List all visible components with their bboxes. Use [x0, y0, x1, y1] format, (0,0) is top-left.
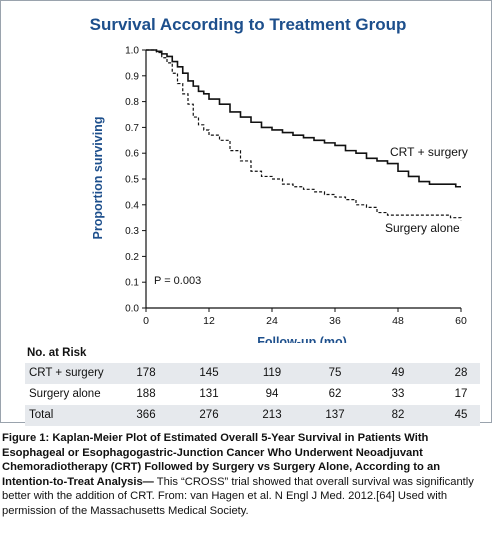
risk-table: No. at Risk CRT + surgery 178 145 119 75 49 28…: [25, 343, 480, 426]
x-tick-label: 0: [143, 315, 149, 327]
x-tick-label: 48: [392, 315, 404, 327]
series-line-crt-surgery: [146, 49, 461, 188]
risk-cell: 62: [328, 388, 342, 400]
figure-frame: Survival According to Treatment Group 0.…: [0, 0, 492, 426]
risk-cell: 28: [454, 367, 468, 379]
risk-cell: 276: [199, 409, 219, 421]
risk-row-label: Surgery alone: [29, 388, 101, 400]
caption-text: This “CROSS” trial showed that overall s…: [2, 475, 474, 517]
y-tick-label: 0.5: [125, 175, 139, 186]
x-tick-label: 36: [329, 315, 341, 327]
risk-cell: 131: [199, 388, 219, 400]
y-tick-label: 0.4: [125, 200, 139, 211]
series-label-crt-surgery: CRT + surgery: [390, 145, 468, 159]
y-tick-label: 0.6: [125, 149, 139, 160]
risk-cell: 33: [391, 388, 405, 400]
series-line-surgery-alone: [146, 49, 462, 221]
y-tick-label: 0.9: [125, 71, 139, 82]
y-tick-label: 0.0: [125, 304, 139, 315]
y-tick-label: 0.1: [125, 278, 139, 289]
y-tick-label: 1.0: [125, 46, 139, 57]
km-plot: 0.0 0.1 0.2 0.3 0.4 0.5 0.6 0.7 0.8 0.9 1.0 0 12 24 36…: [91, 46, 468, 344]
caption-bold: Figure 1: Kaplan-Meier Plot of Estimated…: [2, 432, 441, 488]
risk-row: CRT + surgery 178 145 119 75 49 28: [25, 363, 480, 384]
risk-row: Total 366 276 213 137 82 45: [25, 405, 480, 426]
risk-table-rows: CRT + surgery 178 145 119 75 49 28 Surgery alon…: [25, 363, 480, 426]
risk-row-label: Total: [29, 409, 54, 421]
risk-cell: 188: [136, 388, 156, 400]
y-tick-label: 0.3: [125, 226, 139, 237]
risk-table-title: No. at Risk: [27, 347, 87, 359]
risk-cell: 49: [391, 367, 405, 379]
y-tick-label: 0.2: [125, 252, 139, 263]
risk-cell: 17: [454, 388, 468, 400]
y-tick-label: 0.7: [125, 123, 139, 134]
risk-row-label: CRT + surgery: [29, 367, 104, 379]
y-tick-label: 0.8: [125, 97, 139, 108]
risk-cell: 213: [262, 409, 282, 421]
chart-title: Survival According to Treatment Group: [89, 15, 407, 34]
risk-cell: 75: [328, 367, 342, 379]
risk-cell: 45: [454, 409, 468, 421]
figure-caption: Figure 1: Kaplan-Meier Plot of Estimated…: [2, 431, 492, 519]
risk-cell: 145: [199, 367, 219, 379]
y-axis-label: Proportion surviving: [91, 117, 105, 240]
series-label-surgery-alone: Surgery alone: [385, 221, 460, 235]
x-tick-label: 24: [266, 315, 278, 327]
x-tick-label: 12: [203, 315, 215, 327]
x-tick-label: 60: [455, 315, 467, 327]
risk-cell: 119: [262, 367, 282, 379]
risk-cell: 94: [265, 388, 279, 400]
p-value-annotation: P = 0.003: [154, 275, 201, 287]
risk-cell: 82: [391, 409, 405, 421]
risk-cell: 178: [136, 367, 156, 379]
risk-row: Surgery alone 188 131 94 62 33 17: [25, 384, 480, 405]
risk-cell: 366: [136, 409, 156, 421]
risk-cell: 137: [325, 409, 345, 421]
x-axis-label: Follow-up (mo): [257, 335, 347, 343]
